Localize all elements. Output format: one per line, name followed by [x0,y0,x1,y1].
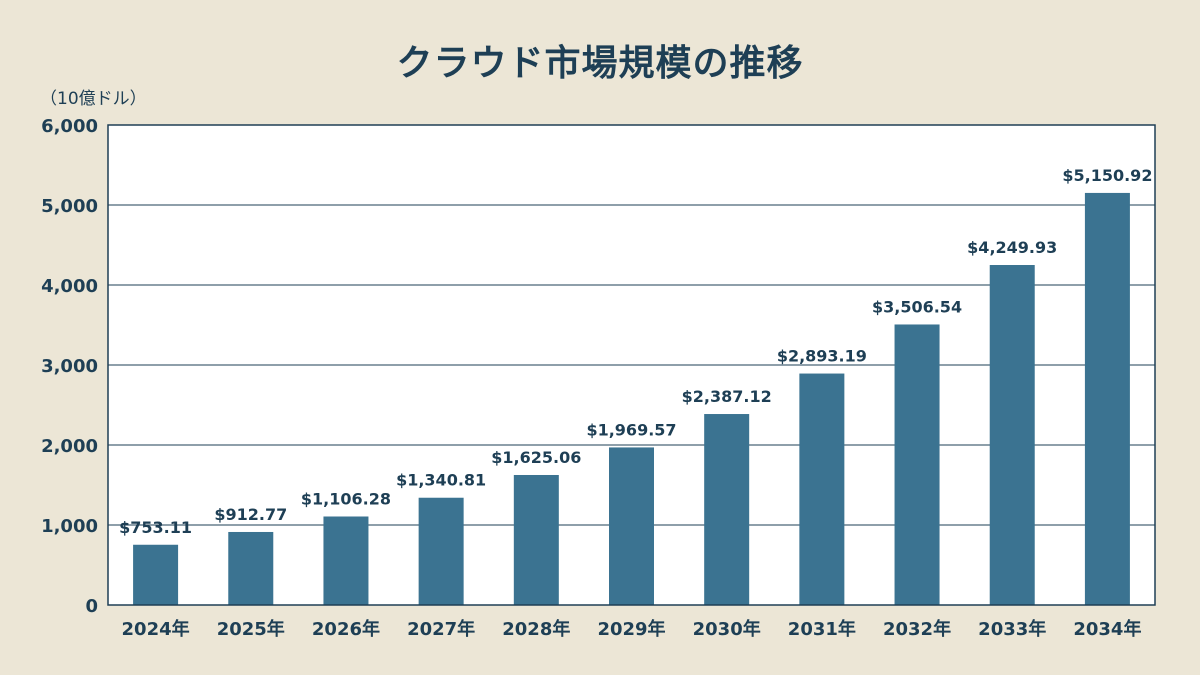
x-tick-label: 2024年 [122,618,190,640]
bar [323,516,369,605]
bar-value-label: $1,969.57 [586,420,676,439]
bar [418,497,464,605]
x-tick-label: 2025年 [217,618,285,640]
chart-title: クラウド市場規模の推移 [396,43,804,84]
bar-value-label: $912.77 [214,505,287,524]
x-tick-label: 2026年 [312,618,380,640]
x-tick-label: 2030年 [693,618,761,640]
bar-value-label: $2,387.12 [682,387,772,406]
y-tick-label: 3,000 [41,356,98,377]
x-tick-label: 2034年 [1073,618,1141,640]
y-unit-label: （10億ドル） [40,89,147,109]
plot-border [107,124,1156,606]
bar [228,531,274,605]
bar [1084,192,1130,606]
y-tick-label: 5,000 [41,196,98,217]
bar-value-label: $2,893.19 [777,347,867,366]
y-tick-label: 4,000 [41,276,98,297]
bar-value-label: $1,340.81 [396,471,486,490]
bar [704,414,750,605]
bar [989,265,1035,605]
x-tick-label: 2031年 [788,618,856,640]
y-tick-label: 0 [85,596,98,617]
x-tick-label: 2027年 [407,618,475,640]
bar-value-label: $3,506.54 [872,297,962,316]
bar-value-label: $753.11 [119,518,192,537]
x-tick-label: 2033年 [978,618,1046,640]
bar [133,544,179,605]
y-tick-label: 1,000 [41,516,98,537]
bar [799,373,845,605]
x-tick-label: 2028年 [502,618,570,640]
bar-value-label: $4,249.93 [967,238,1057,257]
x-tick-label: 2029年 [597,618,665,640]
x-tick-label: 2032年 [883,618,951,640]
bar [609,447,654,605]
bar [894,324,940,605]
bar-value-label: $1,625.06 [491,448,581,467]
bar [513,474,559,605]
bar-value-label: $5,150.92 [1062,166,1152,185]
y-tick-label: 2,000 [41,436,98,457]
y-tick-label: 6,000 [41,116,98,137]
bar-value-label: $1,106.28 [301,489,391,508]
